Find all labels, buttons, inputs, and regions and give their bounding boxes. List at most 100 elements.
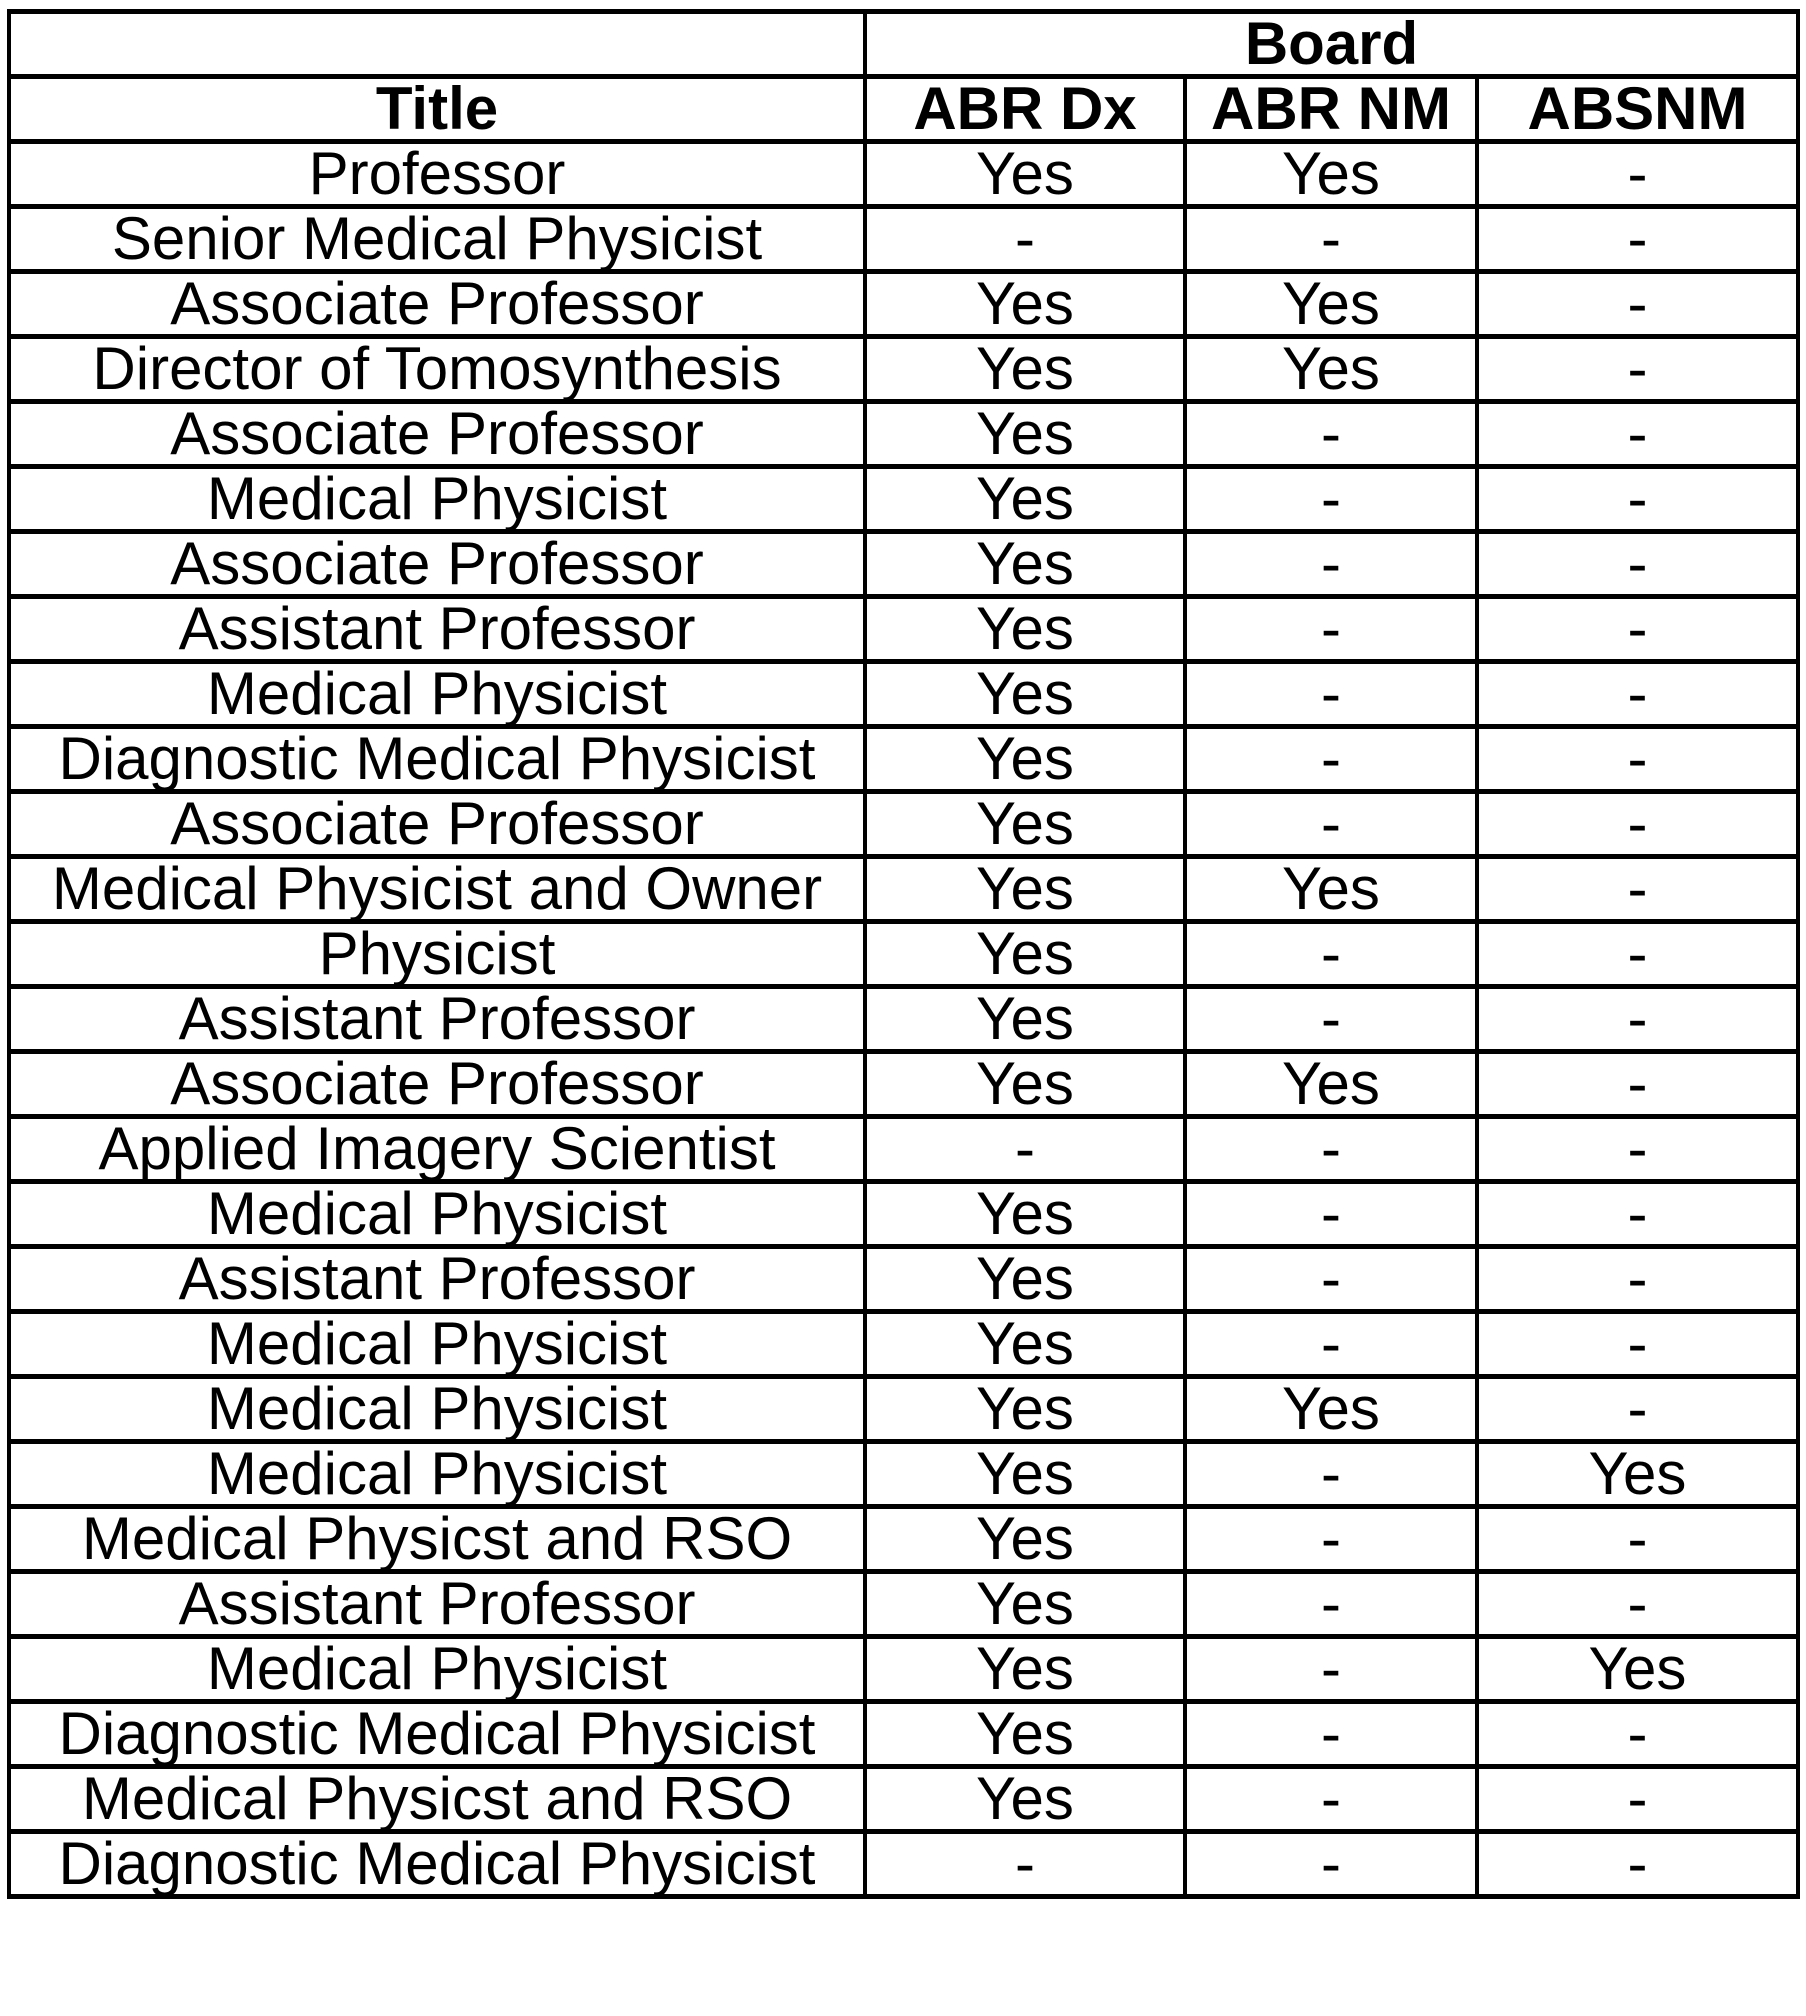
abr-dx-cell: Yes [863,464,1187,534]
abr-nm-cell: Yes [1183,1049,1479,1119]
table-row: Assistant Professor Yes - - [7,984,1800,1054]
title-cell: Assistant Professor [7,1569,867,1639]
table-row: Diagnostic Medical Physicist Yes - - [7,1699,1800,1769]
abr-dx-cell: Yes [863,1374,1187,1444]
abr-nm-cell: - [1183,984,1479,1054]
title-cell: Medical Physicist [7,1374,867,1444]
abr-nm-cell: - [1183,1179,1479,1249]
abr-nm-cell: - [1183,724,1479,794]
table-row: Associate Professor Yes - - [7,529,1800,599]
table-row: Associate Professor Yes Yes - [7,269,1800,339]
table-row: Diagnostic Medical Physicist - - - [7,1829,1800,1899]
abr-nm-cell: - [1183,529,1479,599]
absnm-cell: - [1475,724,1800,794]
empty-header-cell [7,9,867,79]
absnm-cell: - [1475,659,1800,729]
column-header-absnm: ABSNM [1475,74,1800,144]
title-cell: Associate Professor [7,789,867,859]
table-row: Professor Yes Yes - [7,139,1800,209]
absnm-cell: - [1475,204,1800,274]
title-cell: Associate Professor [7,529,867,599]
absnm-cell: - [1475,854,1800,924]
abr-nm-cell: - [1183,464,1479,534]
absnm-cell: - [1475,1114,1800,1184]
abr-nm-cell: - [1183,1114,1479,1184]
table-row: Medical Physicst and RSO Yes - - [7,1504,1800,1574]
abr-nm-cell: - [1183,659,1479,729]
absnm-cell: - [1475,1829,1800,1899]
title-cell: Assistant Professor [7,594,867,664]
abr-nm-cell: - [1183,1309,1479,1379]
absnm-cell: - [1475,334,1800,404]
abr-dx-cell: Yes [863,789,1187,859]
absnm-cell: - [1475,529,1800,599]
abr-nm-cell: - [1183,789,1479,859]
table-row: Medical Physicist Yes - - [7,659,1800,729]
absnm-cell: - [1475,1244,1800,1314]
table-row: Medical Physicist Yes - Yes [7,1439,1800,1509]
abr-dx-cell: Yes [863,139,1187,209]
abr-dx-cell: Yes [863,659,1187,729]
title-cell: Diagnostic Medical Physicist [7,1699,867,1769]
absnm-cell: - [1475,1049,1800,1119]
abr-dx-cell: Yes [863,1049,1187,1119]
abr-nm-cell: - [1183,1504,1479,1574]
board-group-header: Board [863,9,1800,79]
title-cell: Physicist [7,919,867,989]
abr-dx-cell: Yes [863,1244,1187,1314]
absnm-cell: Yes [1475,1439,1800,1509]
absnm-cell: - [1475,139,1800,209]
table-row: Medical Physicist and Owner Yes Yes - [7,854,1800,924]
table-row: Associate Professor Yes - - [7,789,1800,859]
absnm-cell: - [1475,789,1800,859]
title-cell: Associate Professor [7,399,867,469]
absnm-cell: - [1475,1699,1800,1769]
abr-nm-cell: - [1183,1634,1479,1704]
column-header-abr-dx: ABR Dx [863,74,1187,144]
abr-nm-cell: Yes [1183,139,1479,209]
title-cell: Medical Physicist [7,1634,867,1704]
table-row: Applied Imagery Scientist - - - [7,1114,1800,1184]
abr-dx-cell: Yes [863,724,1187,794]
title-cell: Medical Physicist [7,1439,867,1509]
abr-nm-cell: - [1183,1829,1479,1899]
abr-dx-cell: Yes [863,854,1187,924]
title-cell: Medical Physicst and RSO [7,1764,867,1834]
abr-dx-cell: Yes [863,1634,1187,1704]
table-row: Medical Physicist Yes - Yes [7,1634,1800,1704]
abr-dx-cell: Yes [863,1699,1187,1769]
board-certification-table: Board Title ABR Dx ABR NM ABSNM Professo… [7,9,1800,1899]
abr-dx-cell: - [863,204,1187,274]
table-row: Director of Tomosynthesis Yes Yes - [7,334,1800,404]
table-row: Diagnostic Medical Physicist Yes - - [7,724,1800,794]
table-row: Associate Professor Yes - - [7,399,1800,469]
title-cell: Associate Professor [7,269,867,339]
abr-nm-cell: Yes [1183,854,1479,924]
abr-nm-cell: - [1183,1699,1479,1769]
abr-nm-cell: - [1183,594,1479,664]
absnm-cell: - [1475,399,1800,469]
abr-dx-cell: - [863,1829,1187,1899]
title-cell: Medical Physicist and Owner [7,854,867,924]
abr-dx-cell: Yes [863,1439,1187,1509]
abr-nm-cell: Yes [1183,269,1479,339]
table-row: Assistant Professor Yes - - [7,1244,1800,1314]
group-header-row: Board [7,9,1800,79]
title-cell: Director of Tomosynthesis [7,334,867,404]
abr-dx-cell: Yes [863,1309,1187,1379]
title-cell: Professor [7,139,867,209]
table-row: Associate Professor Yes Yes - [7,1049,1800,1119]
abr-dx-cell: - [863,1114,1187,1184]
abr-nm-cell: - [1183,1569,1479,1639]
absnm-cell: - [1475,1179,1800,1249]
abr-dx-cell: Yes [863,594,1187,664]
title-cell: Medical Physicist [7,1309,867,1379]
absnm-cell: - [1475,1569,1800,1639]
absnm-cell: - [1475,984,1800,1054]
abr-dx-cell: Yes [863,1764,1187,1834]
title-cell: Medical Physicst and RSO [7,1504,867,1574]
title-cell: Associate Professor [7,1049,867,1119]
title-cell: Medical Physicist [7,1179,867,1249]
abr-nm-cell: - [1183,399,1479,469]
abr-nm-cell: - [1183,1244,1479,1314]
